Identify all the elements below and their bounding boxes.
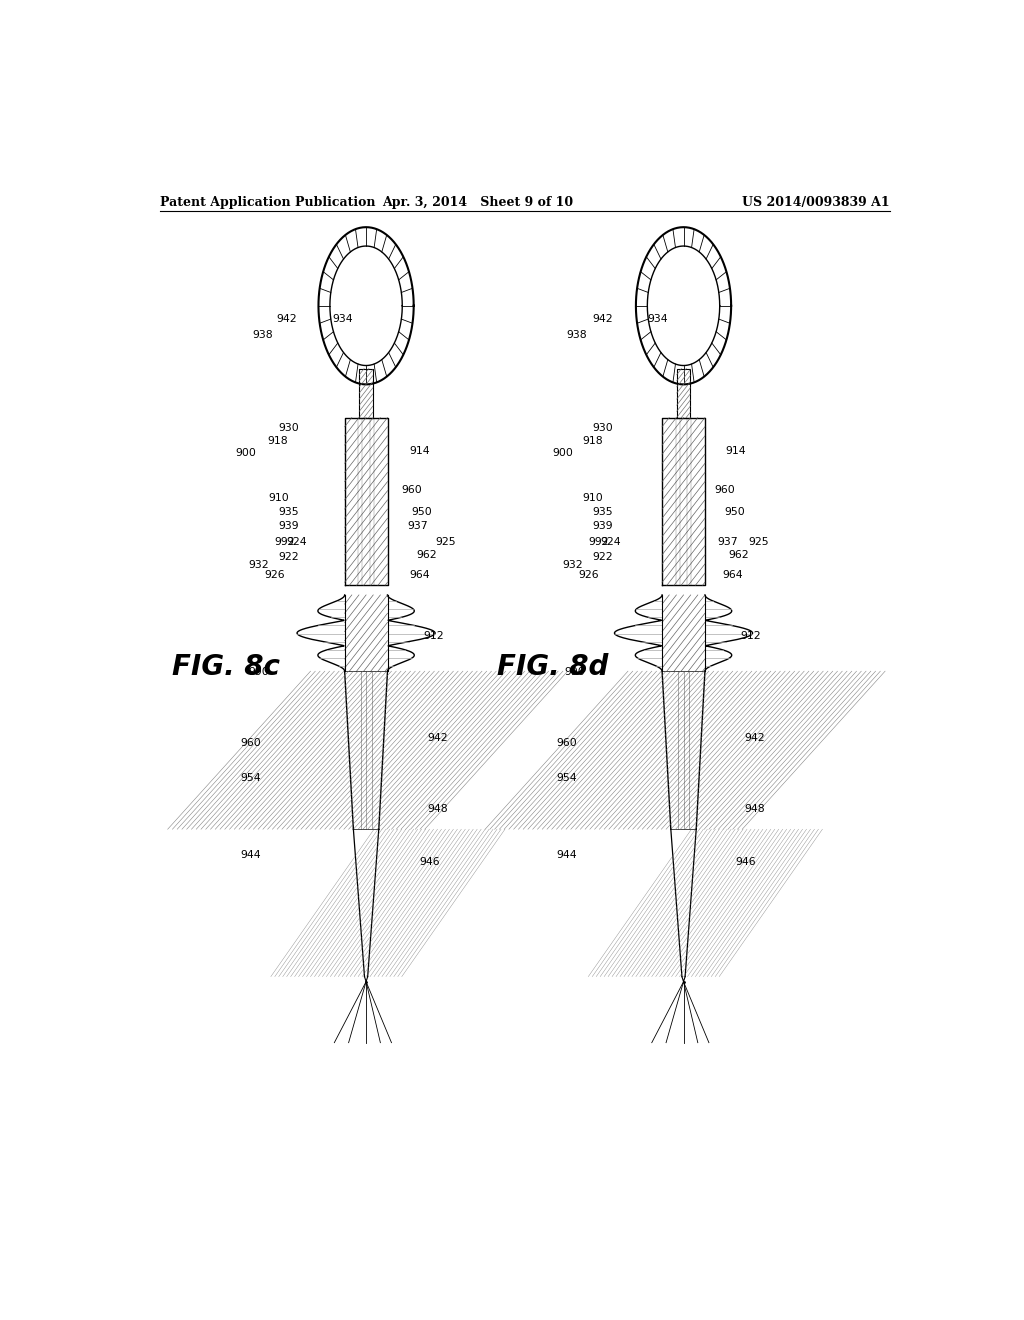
Text: 900: 900	[553, 449, 573, 458]
Text: 942: 942	[427, 733, 447, 743]
Text: 990: 990	[564, 667, 585, 677]
Text: 954: 954	[241, 774, 261, 783]
Text: 914: 914	[726, 446, 746, 457]
Text: 925: 925	[749, 537, 769, 546]
Text: 937: 937	[408, 521, 428, 532]
Text: 946: 946	[419, 857, 440, 867]
Text: 926: 926	[264, 570, 285, 579]
Text: 939: 939	[592, 521, 613, 532]
Text: 948: 948	[744, 804, 765, 814]
Text: 964: 964	[722, 570, 743, 579]
Text: 938: 938	[566, 330, 587, 341]
Text: FIG. 8d: FIG. 8d	[497, 652, 608, 681]
Text: 944: 944	[241, 850, 261, 859]
Text: 954: 954	[557, 774, 578, 783]
Text: 960: 960	[715, 484, 735, 495]
Text: 935: 935	[278, 507, 299, 517]
Text: 992: 992	[274, 537, 295, 546]
Text: 992: 992	[589, 537, 609, 546]
Text: 930: 930	[592, 422, 613, 433]
Text: 938: 938	[253, 330, 273, 341]
Text: 990: 990	[249, 667, 269, 677]
Text: 934: 934	[648, 314, 669, 323]
Text: 942: 942	[592, 314, 613, 323]
Text: 925: 925	[435, 537, 456, 546]
Text: Apr. 3, 2014   Sheet 9 of 10: Apr. 3, 2014 Sheet 9 of 10	[382, 195, 572, 209]
Text: US 2014/0093839 A1: US 2014/0093839 A1	[742, 195, 890, 209]
Text: 960: 960	[241, 738, 261, 748]
Text: 934: 934	[332, 314, 352, 323]
Text: 900: 900	[236, 449, 256, 458]
Text: 964: 964	[410, 570, 430, 579]
Text: 942: 942	[744, 733, 765, 743]
Text: FIG. 8c: FIG. 8c	[172, 652, 280, 681]
Text: 910: 910	[582, 492, 603, 503]
Text: 935: 935	[592, 507, 613, 517]
Text: 946: 946	[735, 857, 756, 867]
Text: 912: 912	[740, 631, 761, 642]
Text: 932: 932	[562, 560, 583, 570]
Text: 939: 939	[278, 521, 299, 532]
Text: 948: 948	[427, 804, 447, 814]
Text: 960: 960	[556, 738, 578, 748]
Text: 922: 922	[592, 552, 613, 562]
Text: 918: 918	[582, 436, 602, 446]
Text: 910: 910	[268, 492, 289, 503]
Text: 912: 912	[423, 631, 443, 642]
Text: 962: 962	[416, 550, 436, 560]
Text: 937: 937	[718, 537, 738, 546]
Text: 914: 914	[410, 446, 430, 457]
Text: 930: 930	[278, 422, 299, 433]
Text: 950: 950	[412, 507, 432, 517]
Text: 918: 918	[267, 436, 288, 446]
Text: 924: 924	[600, 537, 621, 546]
Text: 960: 960	[401, 484, 423, 495]
Text: 932: 932	[249, 560, 269, 570]
Text: Patent Application Publication: Patent Application Publication	[160, 195, 375, 209]
Text: 926: 926	[578, 570, 599, 579]
Text: 950: 950	[724, 507, 744, 517]
Text: 922: 922	[278, 552, 299, 562]
Text: 962: 962	[729, 550, 750, 560]
Text: 942: 942	[276, 314, 297, 323]
Text: 924: 924	[286, 537, 306, 546]
Text: 944: 944	[557, 850, 578, 859]
